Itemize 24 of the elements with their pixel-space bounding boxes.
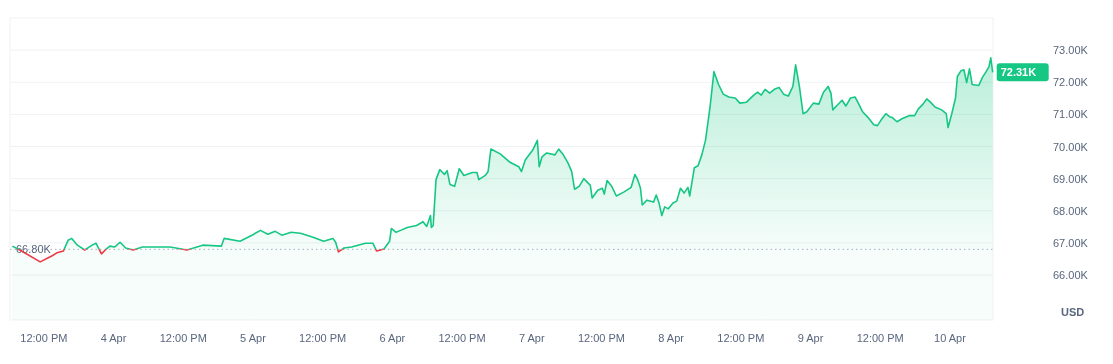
x-tick-label: 12:00 PM — [299, 332, 347, 344]
y-axis-title: USD — [1061, 306, 1085, 318]
annotation: 72.31K — [1000, 66, 1037, 79]
x-tick-label: 6 Apr — [379, 332, 406, 344]
y-tick-label: 70.00K — [1053, 140, 1089, 153]
x-tick-label: 4 Apr — [100, 332, 127, 344]
x-tick-label: 12:00 PM — [438, 332, 486, 344]
y-tick-label: 69.00K — [1053, 172, 1089, 185]
y-tick-label: 68.00K — [1053, 204, 1089, 217]
x-tick-label: 12:00 PM — [856, 332, 904, 344]
y-tick-label: 73.00K — [1053, 44, 1089, 57]
y-tick-label: 66.00K — [1053, 269, 1089, 282]
x-tick-label: 10 Apr — [934, 332, 967, 344]
y-tick-label: 71.00K — [1053, 108, 1089, 121]
x-tick-label: 8 Apr — [658, 332, 685, 344]
x-tick-label: 7 Apr — [518, 332, 545, 344]
y-tick-label: 67.00K — [1053, 236, 1089, 249]
x-tick-label: 12:00 PM — [577, 332, 625, 344]
x-tick-label: 12:00 PM — [159, 332, 207, 344]
x-tick-label: 12:00 PM — [20, 332, 68, 344]
y-tick-label: 72.00K — [1053, 76, 1089, 89]
x-tick-label: 12:00 PM — [717, 332, 765, 344]
x-tick-label: 9 Apr — [797, 332, 824, 344]
x-tick-label: 5 Apr — [240, 332, 267, 344]
